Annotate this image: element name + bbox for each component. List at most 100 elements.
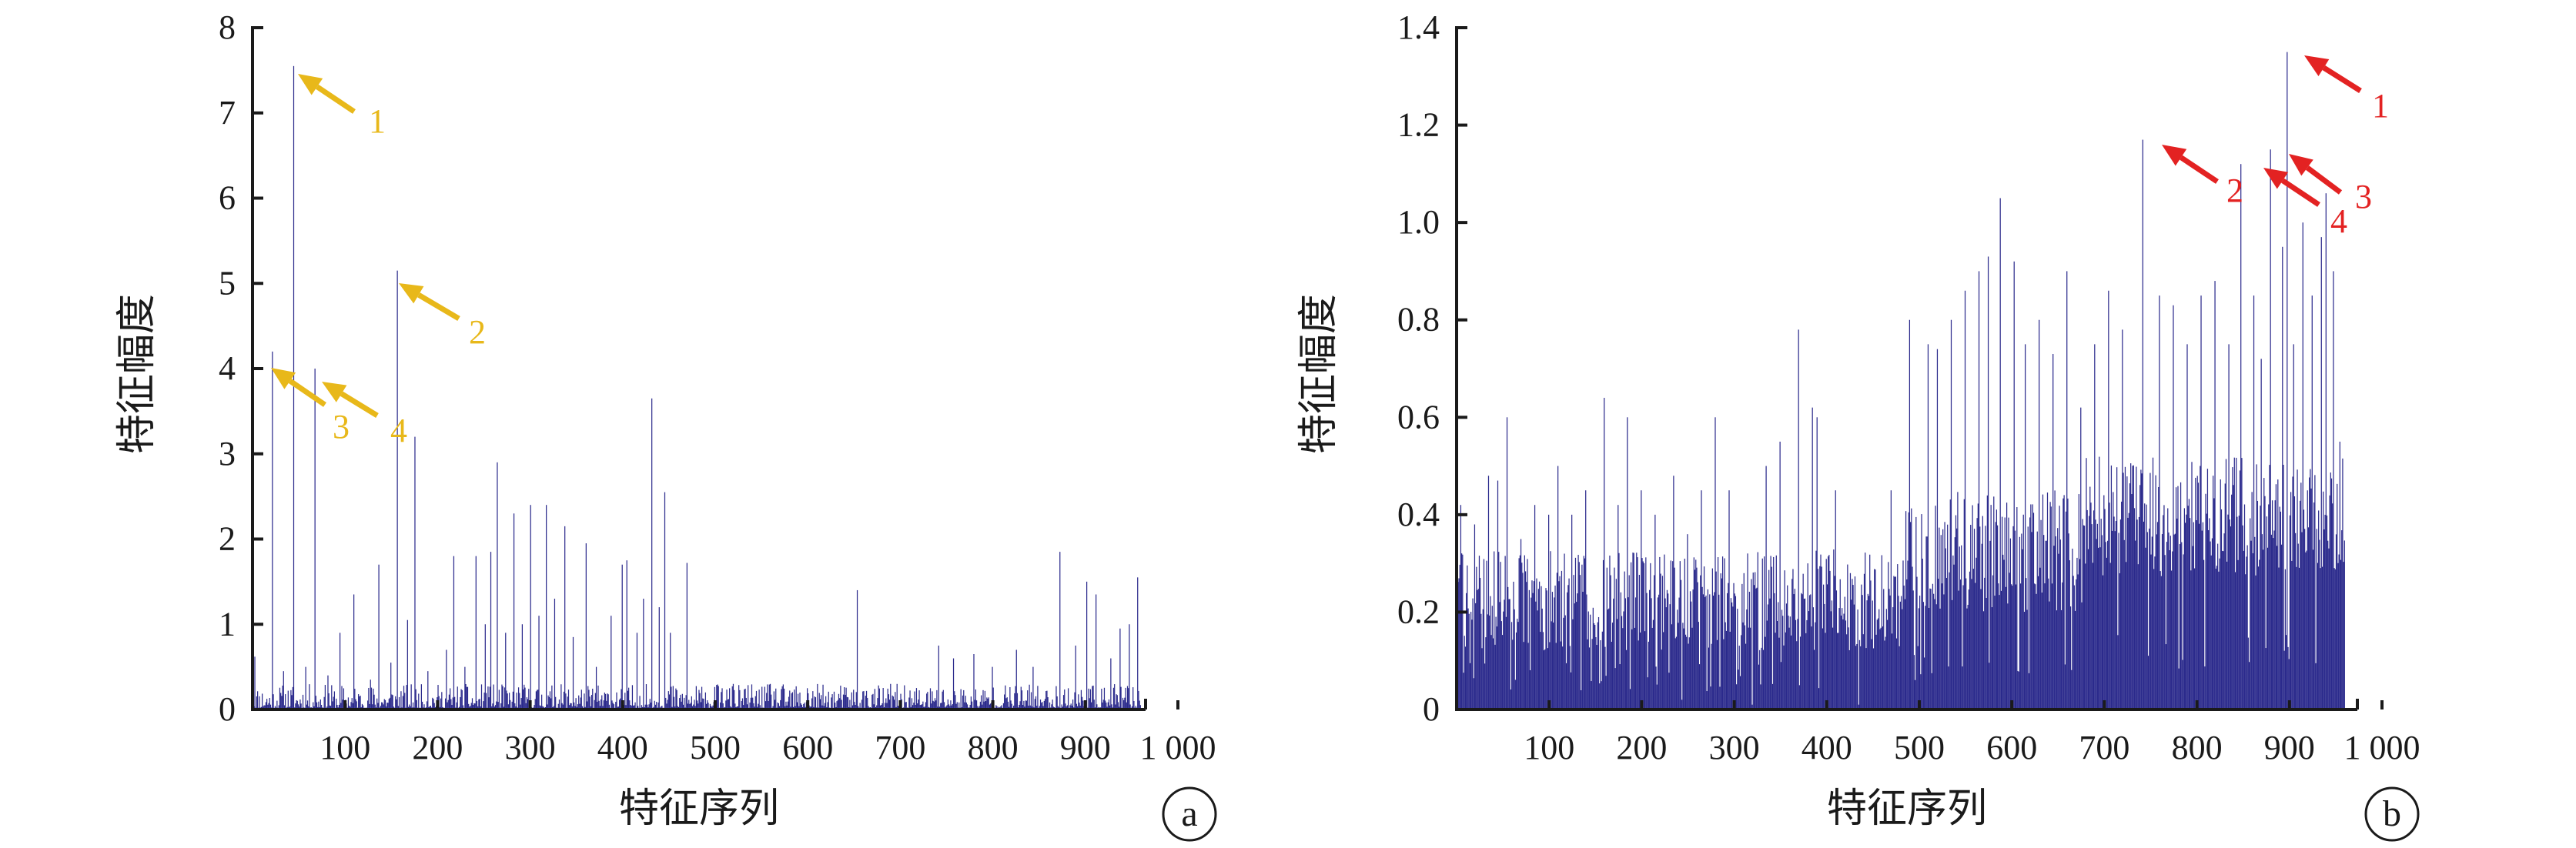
x-axis-title: 特征序列 [619,787,779,831]
bar [1939,608,1941,709]
bar [2231,494,2233,709]
bar [1684,634,1687,709]
bar [2012,526,2014,709]
bar [398,696,400,709]
bar [580,697,581,709]
bar [1832,627,1834,709]
bar [1010,700,1012,709]
bar [2224,483,2226,709]
bar [767,684,768,709]
bar [1641,558,1643,709]
bar [397,706,399,709]
bar [862,691,864,709]
bar [540,706,542,709]
bar [1116,695,1118,709]
bar [782,684,784,709]
bar [1906,579,1908,709]
bar [2114,531,2116,709]
bar [1064,689,1066,709]
bar [2112,530,2113,709]
bar [2283,650,2285,709]
bar [293,65,295,710]
bar [319,699,321,709]
bar [702,698,704,709]
bar [913,703,915,709]
bar [1072,699,1074,709]
bar [2156,522,2159,709]
bar [693,704,694,709]
bar [2237,559,2239,709]
bar [2193,522,2195,709]
bar [1634,627,1636,709]
bar [2173,534,2175,709]
bar [320,704,323,709]
bar [1460,505,1462,709]
bar [355,699,356,709]
bar [2218,571,2220,709]
bar [1868,596,1870,709]
bar [751,684,753,709]
bar [734,703,736,709]
bar [2083,526,2086,709]
bar [2160,576,2162,709]
bar [1745,643,1747,709]
bar [1607,609,1609,709]
bar [1700,575,1701,709]
bar [1696,567,1698,709]
bar [1503,611,1504,709]
bar [1774,593,1775,709]
bar [1023,700,1025,709]
bar [597,685,599,709]
bar [1750,627,1751,709]
bar [522,689,524,709]
bar [1622,628,1624,709]
bar [701,686,703,709]
annotation-label: 1 [2372,87,2389,125]
bar [1801,593,1802,709]
bar [1919,596,1921,709]
bar [2188,499,2190,709]
bar [1837,633,1838,709]
bar [721,688,723,709]
bar [741,700,742,709]
bar [658,607,660,709]
bar [479,699,480,709]
bar [2063,495,2065,709]
bar [1074,692,1076,709]
bar [1059,552,1061,709]
bar [470,703,472,709]
bar [1955,515,1957,709]
bar [1640,632,1641,709]
bar [604,693,607,709]
bar [945,706,947,709]
bar [2319,539,2320,709]
bar [1771,683,1774,709]
bar [1490,635,1492,709]
bar [2342,458,2343,709]
bar [1902,560,1904,709]
bar [849,699,851,709]
bar [1924,657,1925,709]
bar [2323,529,2325,709]
bar [2000,590,2002,709]
bar [651,398,653,709]
bar [1558,581,1560,709]
bar [2296,566,2297,709]
bar [1789,616,1791,709]
bar [1805,633,1807,709]
bar [453,556,455,709]
bar [2059,539,2061,709]
bar [279,687,281,709]
bar [1495,616,1497,709]
bar [1036,706,1038,709]
bar [1846,634,1848,709]
bar [2133,465,2134,709]
bar [1125,687,1126,709]
bar [1082,700,1084,709]
bar [562,704,564,709]
bar [356,701,357,709]
bar [772,706,774,709]
bar [1830,611,1832,709]
bar [681,693,683,709]
bar [1524,571,1527,709]
